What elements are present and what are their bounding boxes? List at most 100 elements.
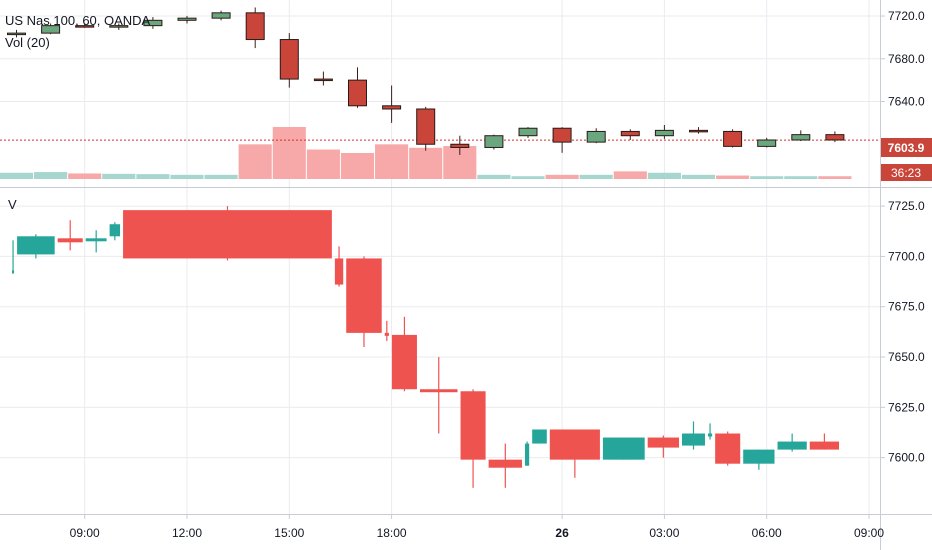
time-tick-label: 18:00 bbox=[377, 526, 407, 540]
candle-body bbox=[518, 127, 538, 137]
volume-bar bbox=[647, 172, 681, 179]
volume-bar bbox=[204, 174, 238, 179]
equivolume-box bbox=[809, 441, 839, 450]
price-tick-label: 7675.0 bbox=[888, 300, 925, 314]
symbol-title[interactable]: US Nas 100, 60, OANDA bbox=[5, 13, 151, 28]
price-tick-label: 7640.0 bbox=[888, 95, 925, 109]
time-tick-label: 26 bbox=[555, 526, 569, 540]
candle-body bbox=[75, 25, 95, 28]
volume-bar bbox=[272, 127, 306, 179]
volume-bar bbox=[545, 174, 579, 179]
equivolume-box bbox=[525, 443, 530, 466]
candle-body bbox=[654, 129, 674, 137]
lower-pane-label: V bbox=[8, 197, 17, 212]
candle-body bbox=[757, 139, 777, 147]
volume-bar bbox=[170, 174, 204, 179]
equivolume-box bbox=[346, 258, 382, 333]
candle-body bbox=[450, 143, 470, 148]
price-badge: 7603.9 36:23 bbox=[881, 138, 932, 181]
time-axis[interactable]: 09:00 12:00 15:00 18:00 26 03:00 06:00 09:00 bbox=[70, 514, 885, 540]
equivolume-box bbox=[647, 437, 680, 448]
candle-body bbox=[620, 130, 640, 137]
time-tick-label: 09:00 bbox=[70, 526, 100, 540]
grid-lines bbox=[0, 0, 880, 514]
time-tick-label: 06:00 bbox=[752, 526, 782, 540]
time-tick-label: 15:00 bbox=[274, 526, 304, 540]
equivolume-box bbox=[602, 437, 645, 460]
candle-body bbox=[109, 25, 129, 28]
volume-bars bbox=[0, 127, 852, 179]
volume-bar bbox=[818, 176, 852, 179]
equivolume-box bbox=[123, 210, 332, 259]
candle-body bbox=[586, 130, 606, 143]
equivolume-box bbox=[715, 433, 741, 464]
candle-body bbox=[382, 105, 402, 110]
equivolume-box bbox=[419, 389, 458, 393]
candle-body bbox=[484, 135, 504, 148]
countdown-badge-bg bbox=[881, 164, 932, 181]
volume-bar bbox=[511, 176, 545, 179]
equivolume-box bbox=[109, 224, 121, 237]
price-tick-label: 7725.0 bbox=[888, 199, 925, 213]
price-tick-label: 7720.0 bbox=[888, 9, 925, 23]
price-badge-value: 7603.9 bbox=[888, 141, 925, 155]
candle-body bbox=[313, 78, 333, 82]
volume-bar bbox=[34, 172, 68, 179]
candle-body bbox=[348, 79, 367, 107]
volume-bar bbox=[238, 144, 272, 179]
price-axis[interactable]: 7720.0 7680.0 7640.0 7725.0 7700.0 7675.0 7650… bbox=[880, 9, 925, 465]
equivolume-box bbox=[57, 238, 83, 243]
price-tick-label: 7650.0 bbox=[888, 350, 925, 364]
equivolume-box bbox=[12, 270, 15, 274]
lower-equivolume-boxes[interactable] bbox=[12, 206, 839, 488]
volume-bar bbox=[750, 176, 784, 179]
volume-bar bbox=[784, 176, 818, 179]
candle-body bbox=[211, 12, 231, 19]
volume-legend[interactable]: Vol (20) bbox=[5, 35, 50, 50]
equivolume-box bbox=[488, 459, 523, 468]
candle-body bbox=[825, 134, 845, 141]
candle-body bbox=[552, 127, 572, 143]
time-tick-label: 09:00 bbox=[854, 526, 884, 540]
candle-body bbox=[245, 12, 265, 41]
candle-body bbox=[791, 134, 811, 141]
candle-body bbox=[143, 19, 163, 27]
equivolume-box bbox=[549, 429, 600, 460]
equivolume-box bbox=[391, 334, 417, 390]
equivolume-box bbox=[682, 433, 705, 446]
volume-bar bbox=[681, 174, 716, 179]
volume-bar bbox=[477, 174, 511, 179]
equivolume-box bbox=[17, 236, 55, 255]
volume-bar bbox=[716, 175, 750, 179]
volume-bar bbox=[136, 174, 170, 179]
equivolume-box bbox=[777, 441, 807, 450]
candle-body bbox=[689, 129, 708, 133]
volume-bar bbox=[613, 171, 647, 179]
volume-bar bbox=[306, 149, 340, 179]
equivolume-box bbox=[384, 332, 389, 336]
upper-candles[interactable] bbox=[7, 7, 845, 155]
volume-bar bbox=[409, 147, 443, 179]
candle-body bbox=[416, 108, 436, 145]
price-tick-label: 7700.0 bbox=[888, 249, 925, 263]
volume-bar bbox=[579, 174, 613, 179]
candle-body bbox=[41, 25, 61, 34]
volume-bar bbox=[340, 153, 375, 179]
price-tick-label: 7600.0 bbox=[888, 451, 925, 465]
equivolume-box bbox=[460, 391, 486, 460]
time-tick-label: 12:00 bbox=[172, 526, 202, 540]
equivolume-box bbox=[85, 238, 107, 242]
volume-bar bbox=[68, 173, 102, 179]
volume-bar bbox=[0, 172, 34, 179]
equivolume-box bbox=[743, 449, 775, 464]
price-badge-bg bbox=[881, 138, 932, 157]
equivolume-box bbox=[334, 258, 344, 285]
candle-body bbox=[279, 39, 299, 80]
volume-bar bbox=[102, 173, 136, 179]
countdown-badge-value: 36:23 bbox=[891, 166, 921, 180]
equivolume-box bbox=[532, 429, 547, 444]
time-tick-label: 03:00 bbox=[649, 526, 679, 540]
candle-body bbox=[177, 17, 197, 21]
price-tick-label: 7625.0 bbox=[888, 400, 925, 414]
